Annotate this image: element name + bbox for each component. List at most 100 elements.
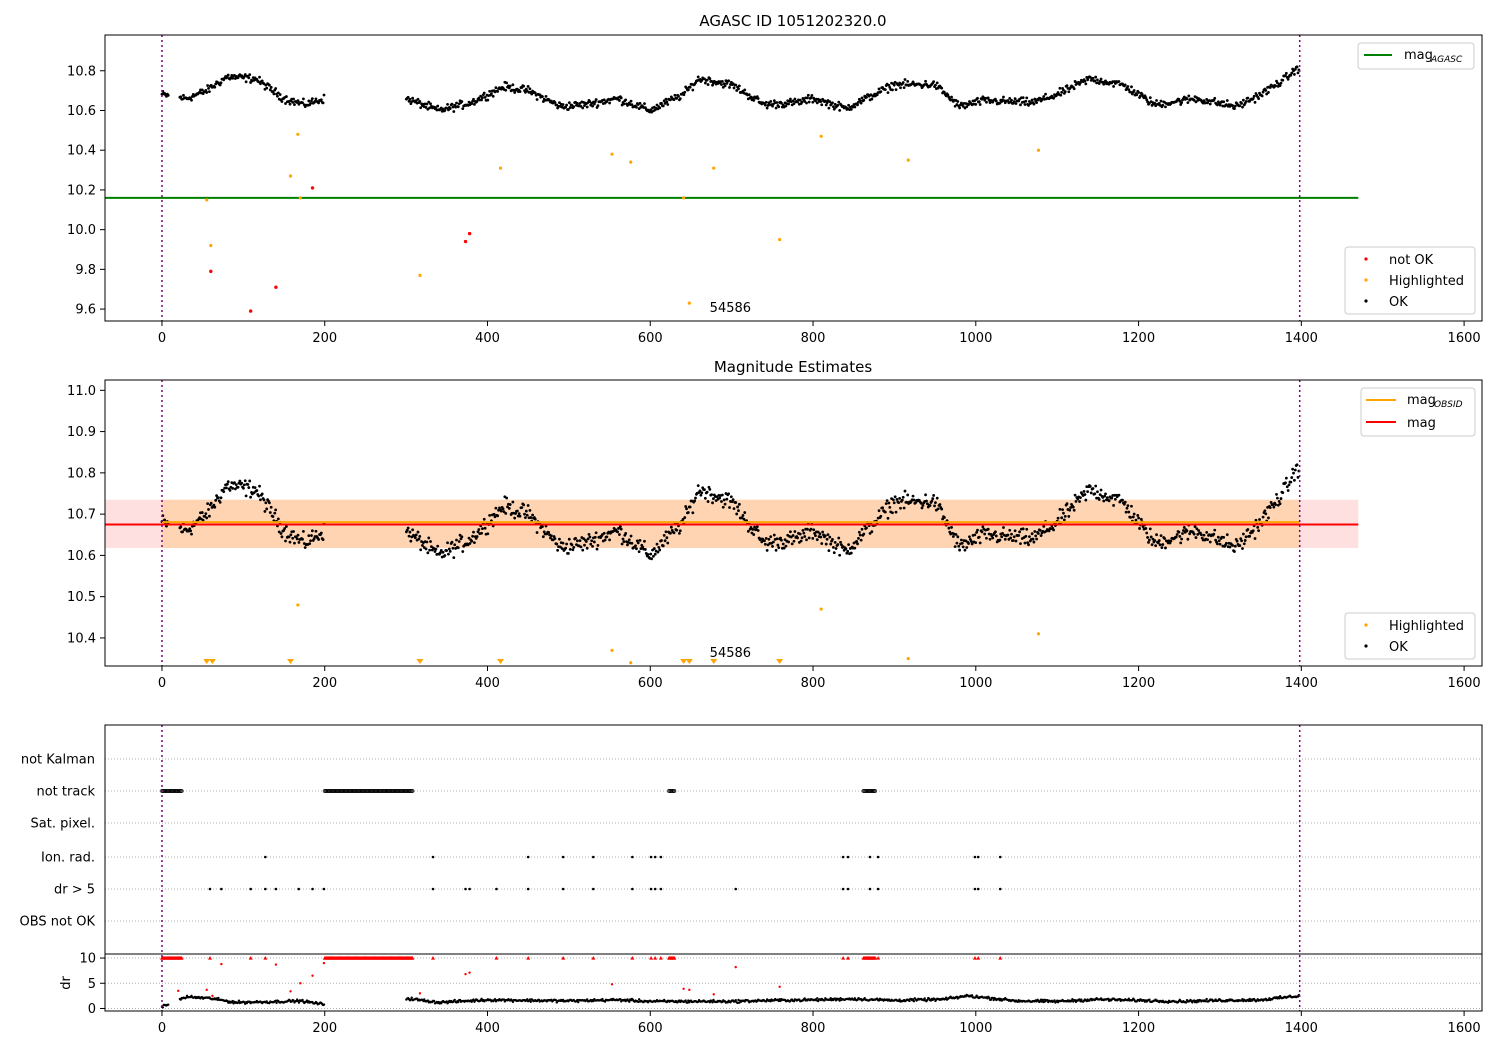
lower-limit-marker <box>680 659 688 664</box>
ok-point <box>887 501 891 505</box>
x-tick-label: 0 <box>158 676 166 691</box>
ok-point <box>783 538 787 542</box>
ok-point <box>1238 104 1242 108</box>
ok-point <box>1113 497 1117 501</box>
ok-point <box>319 531 323 535</box>
ok-point <box>1239 537 1243 541</box>
ok-point <box>859 101 863 105</box>
ok-point <box>1073 493 1077 497</box>
ok-point <box>643 102 646 106</box>
ok-point <box>1144 527 1148 530</box>
ok-point <box>1124 510 1128 514</box>
ok-point <box>1021 527 1025 531</box>
ok-point <box>549 536 552 540</box>
ok-point <box>1182 526 1186 529</box>
ok-point <box>1159 99 1163 103</box>
ok-point <box>472 102 476 106</box>
ok-point <box>806 93 810 97</box>
ion-rad-point <box>998 855 1002 859</box>
dr-ok-point <box>297 1001 301 1004</box>
ok-point <box>847 103 850 107</box>
dr-y-tick-label: 5 <box>88 977 96 992</box>
ok-point <box>233 481 236 485</box>
ok-point <box>1241 547 1244 550</box>
ok-point <box>592 102 596 106</box>
ok-point <box>673 93 677 97</box>
dr-ok-point <box>637 1000 640 1004</box>
ok-point <box>572 105 576 109</box>
ok-point <box>443 554 447 557</box>
highlighted-point <box>418 273 422 277</box>
lower-limit-marker <box>710 659 718 664</box>
ok-point <box>1290 476 1294 479</box>
x-tick-label: 200 <box>312 676 337 691</box>
ok-point <box>1122 502 1126 506</box>
ok-point <box>472 97 475 101</box>
ok-point <box>886 91 890 95</box>
dr-ok-point <box>686 1001 689 1004</box>
ok-point <box>225 482 229 486</box>
ok-point <box>819 100 823 104</box>
ok-point <box>428 106 432 110</box>
ok-point <box>743 511 747 514</box>
agasc-panel: AGASC ID 1051202320.0 54586 0 200 400 600 80… <box>67 12 1483 346</box>
ok-point <box>310 529 314 533</box>
ok-point <box>219 496 223 500</box>
ok-point <box>201 518 205 522</box>
ok-point <box>1244 100 1248 103</box>
ok-point <box>664 530 668 534</box>
ok-point <box>1063 514 1067 518</box>
ok-point <box>1023 541 1027 545</box>
x-tick-label: 0 <box>158 1021 166 1036</box>
ok-point <box>513 91 517 94</box>
ion-rad-point <box>649 855 653 859</box>
dr-gt-5-point <box>208 887 212 891</box>
ok-point <box>526 504 530 507</box>
legend-ok-marker <box>1364 299 1368 303</box>
ok-point <box>834 547 838 550</box>
ok-point <box>1233 550 1236 553</box>
ok-point <box>1123 500 1127 504</box>
ok-point <box>1032 102 1036 106</box>
ok-point <box>447 547 451 551</box>
ok-point <box>1027 103 1030 107</box>
ok-point <box>1074 499 1078 503</box>
ok-point <box>1102 82 1106 86</box>
ok-point <box>772 533 776 537</box>
dr-ok-point <box>1071 998 1074 1001</box>
ok-point <box>935 496 939 500</box>
ok-point <box>413 536 417 540</box>
dr-gt-5-point <box>734 887 738 891</box>
ok-point <box>507 507 511 510</box>
legend-points-agasc: not OK Highlighted OK <box>1344 246 1476 315</box>
ok-point <box>683 90 687 94</box>
ok-point <box>1187 94 1191 98</box>
ok-point <box>862 98 866 102</box>
ok-point <box>1169 539 1173 543</box>
ok-point <box>528 87 532 91</box>
ok-point <box>561 541 565 545</box>
legend-ok-label: OK <box>1389 295 1408 310</box>
ok-point <box>779 536 782 540</box>
ok-point <box>215 494 218 498</box>
ok-point <box>1217 539 1221 543</box>
ok-point <box>1241 532 1245 536</box>
legend-highlighted-label: Highlighted <box>1389 274 1464 289</box>
dr-clipped-marker <box>410 956 415 960</box>
dr-clipped-marker <box>846 956 851 960</box>
ok-point <box>475 100 479 103</box>
dr-gt-5-point <box>464 887 467 891</box>
ok-point <box>276 517 280 521</box>
dr-not-ok-point <box>274 963 278 966</box>
ok-point <box>682 93 686 97</box>
ok-point <box>406 95 410 99</box>
ok-point <box>244 80 248 84</box>
ok-point <box>247 486 251 489</box>
ok-point <box>238 479 242 483</box>
ok-point <box>504 511 508 515</box>
ok-point <box>267 83 271 87</box>
ok-point <box>231 487 235 490</box>
ok-point <box>809 96 813 100</box>
ok-point <box>1284 476 1288 480</box>
ok-point <box>447 552 450 556</box>
